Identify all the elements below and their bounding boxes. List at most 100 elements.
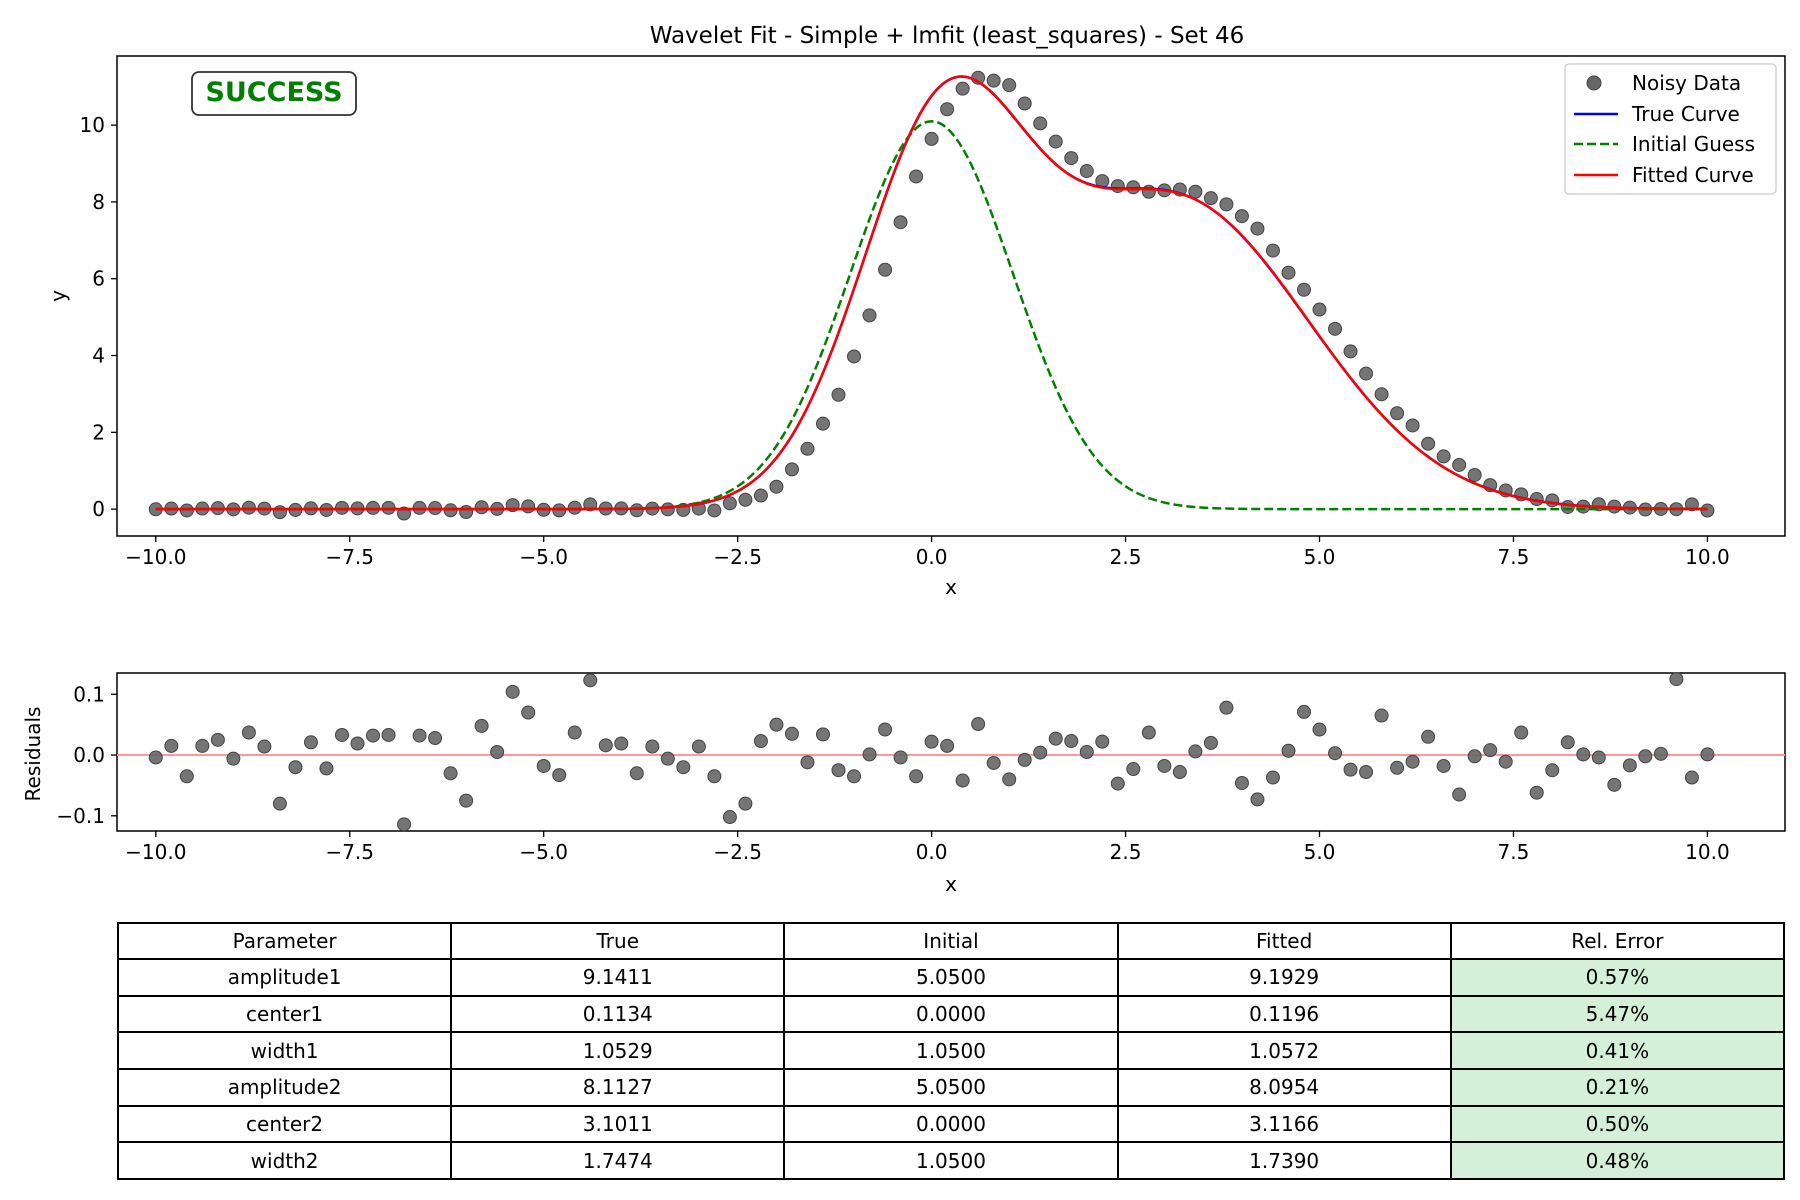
cell-true: 1.7474 <box>450 1141 786 1180</box>
main-y-ticks: 0 2 4 6 8 10 <box>80 113 117 521</box>
residual-point <box>381 727 396 742</box>
residual-point <box>1002 772 1017 787</box>
data-point <box>1033 116 1048 131</box>
residual-point <box>583 673 598 688</box>
table-row: amplitude1 9.1411 5.0500 9.1929 0.57% <box>116 958 1786 997</box>
y-tick-label: 2 <box>92 420 105 444</box>
residual-point <box>257 739 272 754</box>
data-point <box>179 503 194 518</box>
cell-rel-error: 0.57% <box>1449 958 1786 997</box>
data-point <box>1141 184 1156 199</box>
residual-point <box>1033 745 1048 760</box>
data-point <box>1684 497 1699 512</box>
residual-point <box>443 766 458 781</box>
data-point <box>784 462 799 477</box>
cell-fitted: 8.0954 <box>1116 1067 1452 1107</box>
residual-point <box>1343 762 1358 777</box>
cell-rel-error: 0.21% <box>1449 1067 1786 1107</box>
cell-initial: 5.0500 <box>783 958 1119 997</box>
data-point <box>909 169 924 184</box>
x-tick-label: 0.0 <box>916 545 948 569</box>
residual-point <box>164 738 179 753</box>
data-point <box>1467 467 1482 482</box>
residual-plot-area <box>117 672 1785 832</box>
table-row: amplitude2 8.1127 5.0500 8.0954 0.21% <box>116 1067 1786 1107</box>
residual-point <box>800 755 815 770</box>
residual-point <box>986 755 1001 770</box>
residual-point <box>1157 758 1172 773</box>
residual-point <box>210 732 225 747</box>
cell-true: 1.0529 <box>450 1031 786 1070</box>
residual-point <box>397 817 412 832</box>
residual-point <box>629 766 644 781</box>
cell-parameter: width1 <box>116 1031 453 1070</box>
residual-point <box>738 796 753 811</box>
data-point <box>847 349 862 364</box>
residual-point <box>1529 785 1544 800</box>
chart-title: Wavelet Fit - Simple + lmfit (least_squa… <box>650 23 1245 49</box>
main-y-label: y <box>46 290 70 302</box>
residual-point <box>536 758 551 773</box>
residual-point <box>226 751 241 766</box>
residual-point <box>1607 777 1622 792</box>
data-point <box>1343 344 1358 359</box>
data-point <box>862 308 877 323</box>
cell-fitted: 0.1196 <box>1116 994 1452 1034</box>
data-point <box>1219 197 1234 212</box>
residual-point <box>753 734 768 749</box>
x-tick-label: 5.0 <box>1304 840 1336 864</box>
cell-fitted: 9.1929 <box>1116 958 1452 997</box>
legend-box <box>1564 63 1777 195</box>
data-point <box>1203 191 1218 206</box>
main-plot-frame <box>116 55 1786 537</box>
residual-y-ticks: −0.1 0.0 0.1 <box>56 682 117 828</box>
cell-parameter: width2 <box>116 1141 453 1180</box>
cell-fitted: 1.0572 <box>1116 1031 1452 1070</box>
residual-point <box>1141 725 1156 740</box>
data-point <box>893 215 908 230</box>
cell-true: 3.1011 <box>450 1104 786 1144</box>
data-point <box>1328 321 1343 336</box>
data-point <box>1079 164 1094 179</box>
data-point <box>955 81 970 96</box>
residual-point <box>1079 745 1094 759</box>
residual-point <box>1328 746 1343 761</box>
x-tick-label: −10.0 <box>125 840 186 864</box>
residual-point <box>1203 735 1218 750</box>
residual-point <box>645 739 660 754</box>
residual-point <box>1297 704 1311 719</box>
residual-point <box>676 760 691 775</box>
cell-true: 9.1411 <box>450 958 786 997</box>
residual-point <box>847 769 862 784</box>
residual-point <box>1250 792 1265 807</box>
residual-point <box>1312 722 1327 737</box>
data-point <box>1234 209 1249 224</box>
cell-initial: 0.0000 <box>783 994 1119 1034</box>
table-row: center2 3.1011 0.0000 3.1166 0.50% <box>116 1104 1786 1144</box>
cell-true: 8.1127 <box>450 1067 786 1107</box>
data-point <box>1421 436 1436 451</box>
cell-initial: 1.0500 <box>783 1141 1119 1180</box>
residual-point <box>1234 775 1249 790</box>
residual-point <box>1560 735 1575 750</box>
data-point <box>521 499 536 514</box>
residual-point <box>598 738 613 753</box>
residual-point <box>707 769 722 784</box>
residual-point <box>1110 776 1125 791</box>
cell-initial: 0.0000 <box>783 1104 1119 1144</box>
data-point <box>1452 457 1467 472</box>
residual-point <box>924 734 939 749</box>
residual-point <box>862 747 877 762</box>
y-tick-label: 4 <box>92 344 105 368</box>
data-point <box>334 500 349 515</box>
data-point <box>1110 179 1125 194</box>
residual-point <box>1374 708 1389 723</box>
residual-y-label: Residuals <box>21 707 45 802</box>
residual-point <box>1359 765 1374 780</box>
residual-point <box>1452 787 1467 802</box>
residual-point <box>660 751 675 766</box>
residual-point <box>831 763 846 778</box>
residual-point <box>1684 770 1699 785</box>
figure: Wavelet Fit - Simple + lmfit (least_squa… <box>21 23 1786 896</box>
x-tick-label: 10.0 <box>1685 840 1730 864</box>
